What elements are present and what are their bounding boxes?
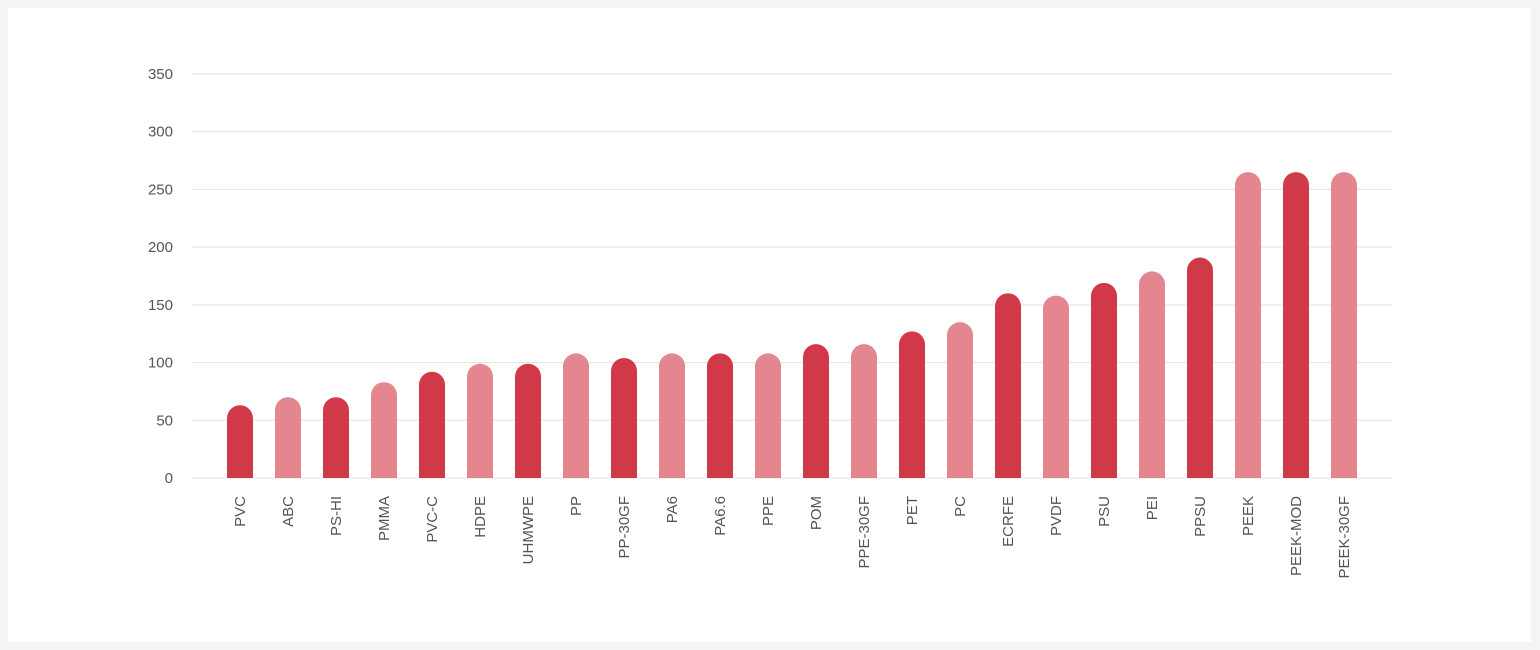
x-axis-labels: PVC ABC PS-HI PMMA PVC-C HDPE UHMWPE PP PP-30GF P… (232, 496, 1353, 579)
bar-pvdf (1043, 295, 1069, 478)
x-tick-label: PA6.6 (712, 496, 729, 536)
y-tick-label: 350 (148, 66, 173, 83)
x-tick-label: PP-30GF (616, 496, 633, 559)
bars (227, 172, 1357, 478)
bar-hdpe (467, 363, 493, 478)
x-tick-label: ECRFE (1000, 496, 1017, 547)
bar-abc (275, 397, 301, 478)
x-tick-label: PVC (232, 496, 249, 527)
bar-uhmwpe (515, 363, 541, 478)
bar-peek-30gf (1331, 172, 1357, 478)
bar-peek (1235, 172, 1261, 478)
x-tick-label: PS-HI (328, 496, 345, 536)
bar-pp (563, 353, 589, 478)
x-tick-label: PP (568, 496, 585, 516)
chart-card (8, 8, 1531, 642)
bar-pp-30gf (611, 357, 637, 478)
x-tick-label: PPSU (1192, 496, 1209, 537)
x-tick-label: PEEK-MOD (1288, 496, 1305, 576)
x-tick-label: PA6 (664, 496, 681, 523)
bar-pa6 (659, 353, 685, 478)
x-tick-label: UHMWPE (520, 496, 537, 564)
x-tick-label: PEEK (1240, 496, 1257, 536)
x-tick-label: PSU (1096, 496, 1113, 527)
x-tick-label: PEI (1144, 496, 1161, 520)
bar-ppe-30gf (851, 344, 877, 478)
bar-ecrfe (995, 293, 1021, 478)
y-tick-label: 250 (148, 181, 173, 198)
y-axis-ticks: 0 50 100 150 200 250 300 350 (148, 66, 173, 487)
bar-psu (1091, 282, 1117, 478)
bar-pa6-6 (707, 353, 733, 478)
bar-pei (1139, 271, 1165, 478)
x-tick-label: PET (904, 496, 921, 525)
x-tick-label: POM (808, 496, 825, 530)
bar-ppe (755, 353, 781, 478)
bar-ps-hi (323, 397, 349, 478)
x-tick-label: PPE (760, 496, 777, 526)
x-tick-label: PVDF (1048, 496, 1065, 536)
y-tick-label: 200 (148, 239, 173, 256)
bar-pom (803, 344, 829, 478)
x-tick-label: PC (952, 496, 969, 517)
bar-peek-mod (1283, 172, 1309, 478)
bar-pvc-c (419, 371, 445, 478)
bar-pvc (227, 405, 253, 478)
x-tick-label: PEEK-30GF (1336, 496, 1353, 579)
x-tick-label: PMMA (376, 496, 393, 541)
x-tick-label: PVC-C (424, 496, 441, 543)
bar-pc (947, 322, 973, 478)
y-tick-label: 0 (165, 470, 173, 487)
bar-pmma (371, 382, 397, 478)
y-tick-label: 150 (148, 297, 173, 314)
x-tick-label: HDPE (472, 496, 489, 538)
y-tick-label: 100 (148, 355, 173, 372)
bar-ppsu (1187, 257, 1213, 478)
bar-pet (899, 331, 925, 478)
y-tick-label: 300 (148, 124, 173, 141)
x-tick-label: PPE-30GF (856, 496, 873, 569)
x-tick-label: ABC (280, 496, 297, 527)
y-tick-label: 50 (156, 412, 173, 429)
